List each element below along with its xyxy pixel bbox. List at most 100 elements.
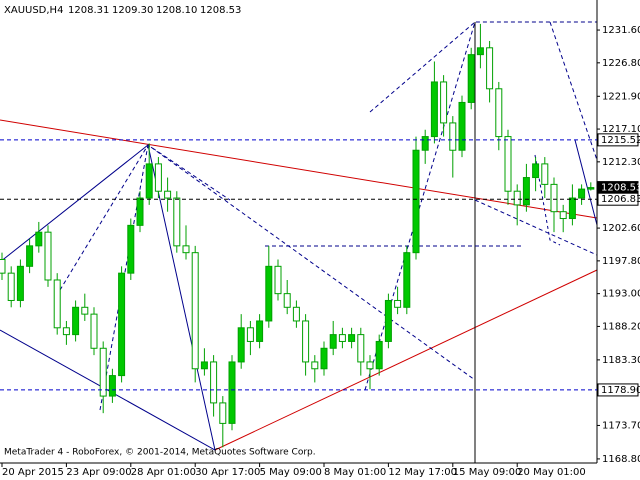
candle-body [394, 299, 402, 308]
candle-body [182, 245, 190, 254]
x-tick-label: 15 May 09:00 [453, 467, 522, 478]
y-tick-label: 1231.60 [602, 25, 640, 36]
dashed-line [364, 21, 597, 391]
y-tick-label: 1188.20 [602, 321, 640, 332]
candle-body [53, 279, 61, 329]
dashed-line [474, 199, 598, 256]
candle-body [486, 47, 494, 90]
candles [0, 23, 595, 448]
candle-body [559, 211, 567, 220]
symbol: XAUUSD,H4 [4, 5, 63, 16]
candle-body [311, 361, 319, 370]
dashed-line [549, 21, 598, 161]
candle-body [274, 265, 282, 295]
candle-body [164, 190, 172, 199]
level-label: 1215.52 [601, 135, 640, 146]
dashed-line [534, 154, 561, 246]
candle-body [578, 188, 586, 199]
candle-body [495, 88, 503, 138]
candle-body [568, 197, 576, 220]
candle-body [127, 224, 135, 274]
y-tick-label: 1226.80 [602, 58, 640, 69]
trend-line [214, 269, 598, 451]
y-tick-label: 1197.80 [602, 256, 640, 267]
level-box [597, 192, 639, 206]
candle-body [421, 136, 429, 151]
candle-body [541, 163, 549, 185]
x-tick-label: 23 Apr 09:00 [66, 467, 131, 478]
candle-body [338, 334, 346, 342]
candle-body [348, 334, 356, 342]
candle-body [283, 293, 291, 308]
candle-body [246, 327, 254, 342]
candle-body [329, 334, 337, 349]
wave-line [574, 139, 598, 226]
candle-body [320, 347, 328, 370]
level-label: 1206.83 [601, 194, 640, 205]
candle-body [219, 402, 227, 424]
candle-body [366, 361, 374, 370]
candle-body [44, 231, 52, 281]
candle-body [403, 252, 411, 308]
y-tick-label: 1202.60 [602, 223, 640, 234]
candle-body [302, 320, 310, 363]
candle-body [228, 361, 236, 424]
y-tick-label: 1183.30 [602, 355, 640, 366]
candle-body [550, 183, 558, 213]
y-tick-label: 1193.00 [602, 289, 640, 300]
x-tick-label: 28 Apr 01:00 [131, 467, 196, 478]
dashed-line [369, 21, 476, 113]
candle-body [191, 252, 199, 370]
x-tick-label: 12 May 17:00 [388, 467, 457, 478]
candle-body [81, 306, 89, 315]
header-high: 1209.30 [112, 5, 153, 16]
candle-body [0, 258, 6, 274]
candle-body [504, 136, 512, 192]
candle-body [430, 81, 438, 138]
candle-body [384, 299, 392, 342]
candle-body [449, 122, 457, 151]
candle-body [375, 340, 383, 370]
candle-body [467, 54, 475, 103]
header-low: 1208.10 [156, 5, 197, 16]
candle-body [532, 163, 540, 179]
candle-body [62, 327, 70, 336]
level-box [597, 383, 639, 397]
candle-body [108, 375, 116, 397]
candle-body [476, 47, 484, 56]
candle-body [357, 334, 365, 363]
candle-body [412, 149, 420, 254]
candle-body [458, 101, 466, 151]
header-open: 1208.31 [68, 5, 109, 16]
candle-body [16, 265, 24, 301]
candle-body [256, 320, 264, 342]
candle-body [90, 313, 98, 349]
candle-body [522, 177, 530, 206]
candle-body [35, 231, 43, 247]
x-tick-label: 8 May 01:00 [324, 467, 386, 478]
candle-body [200, 361, 208, 370]
y-tick-label: 1173.70 [602, 420, 640, 431]
y-tick-label: 1168.80 [602, 454, 640, 465]
candle-body [292, 306, 300, 322]
x-tick-label: 20 Apr 2015 [2, 467, 64, 478]
candle-body [513, 190, 521, 206]
level-label: 1178.90 [601, 385, 640, 396]
x-tick-label: 20 May 01:00 [517, 467, 586, 478]
candle-body [237, 327, 245, 363]
x-tick-label: 30 Apr 17:00 [195, 467, 260, 478]
candle-body [118, 272, 126, 377]
y-tick-label: 1221.90 [602, 91, 640, 102]
candle-body [154, 163, 162, 192]
y-tick-label: 1217.10 [602, 124, 640, 135]
candle-body [136, 197, 144, 226]
dashed-line [99, 144, 476, 411]
header-close: 1208.53 [200, 5, 241, 16]
candle-body [7, 272, 15, 301]
candle-body [265, 265, 273, 322]
candle-body [145, 163, 153, 199]
candle-body [72, 306, 80, 336]
candle-body [173, 197, 181, 247]
